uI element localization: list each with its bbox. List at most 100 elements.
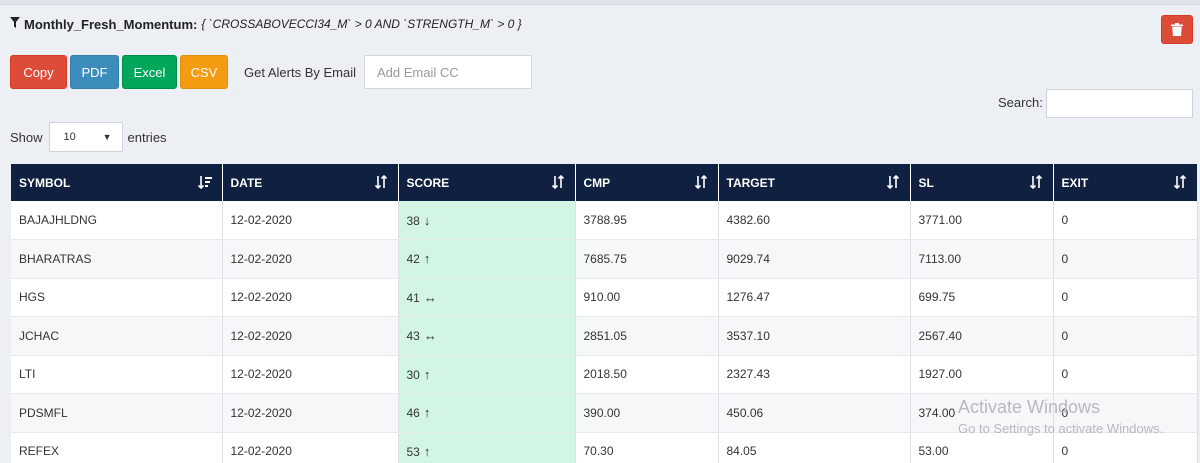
watermark-subtitle: Go to Settings to activate Windows. [958, 421, 1164, 436]
entries-select-value: 10 [63, 131, 76, 143]
trash-icon [1171, 23, 1183, 36]
cell-exit: 0 [1053, 201, 1198, 240]
cell-score: 38 ↓ [398, 201, 576, 240]
trend-arrow-icon: ↑ [423, 251, 431, 267]
cell-cmp: 2851.05 [575, 316, 719, 356]
results-table: SYMBOL DATE SCORE CMP TARGET SL EXIT BAJAJHLDN… [11, 164, 1198, 463]
column-header-score[interactable]: SCORE [398, 164, 576, 201]
cell-score: 43 ↔ [398, 316, 576, 356]
show-label: Show [10, 129, 43, 145]
column-header-label: SYMBOL [19, 175, 71, 190]
funnel-icon [10, 17, 20, 31]
cell-symbol: REFEX [11, 432, 223, 463]
delete-button[interactable] [1161, 15, 1193, 44]
column-header-label: SCORE [406, 175, 450, 190]
column-header-label: EXIT [1061, 175, 1089, 190]
pdf-button[interactable]: PDF [70, 55, 119, 89]
table-row: JCHAC 12-02-2020 43 ↔ 2851.05 3537.10 2567.40 0 [11, 316, 1198, 356]
cell-target: 9029.74 [718, 239, 911, 279]
column-header-symbol[interactable]: SYMBOL [11, 164, 223, 201]
search-label: Search: [998, 95, 1043, 110]
cell-symbol: BAJAJHLDNG [11, 201, 223, 240]
watermark-title: Activate Windows [958, 397, 1101, 417]
copy-button[interactable]: Copy [10, 55, 67, 89]
column-header-label: SL [918, 175, 934, 190]
screener-name: Monthly_Fresh_Momentum: [24, 16, 198, 32]
sort-icon [1029, 175, 1042, 189]
score-value: 53 [406, 444, 420, 459]
screener-title-row: Monthly_Fresh_Momentum: { `CROSSABOVECCI… [10, 14, 522, 34]
cell-score: 42 ↑ [398, 239, 576, 279]
trend-arrow-icon: ↔ [423, 289, 437, 305]
table-row: REFEX 12-02-2020 53 ↑ 70.30 84.05 53.00 0 [11, 432, 1198, 463]
csv-button[interactable]: CSV [180, 55, 228, 89]
score-value: 38 [406, 213, 420, 228]
trend-arrow-icon: ↓ [423, 212, 431, 228]
table-row: BAJAJHLDNG 12-02-2020 38 ↓ 3788.95 4382.60 377… [11, 201, 1198, 240]
cell-symbol: LTI [11, 355, 223, 394]
search-input[interactable] [1046, 89, 1193, 118]
cell-exit: 0 [1053, 239, 1198, 279]
sort-icon [374, 175, 387, 189]
column-header-exit[interactable]: EXIT [1053, 164, 1197, 201]
cell-target: 1276.47 [718, 278, 911, 317]
score-value: 41 [406, 290, 420, 305]
sorted-asc-icon [197, 176, 212, 189]
cell-date: 12-02-2020 [222, 239, 399, 279]
column-header-date[interactable]: DATE [222, 164, 399, 201]
cell-cmp: 7685.75 [575, 239, 719, 279]
cell-cmp: 3788.95 [575, 201, 719, 240]
cell-date: 12-02-2020 [222, 201, 399, 240]
cell-symbol: BHARATRAS [11, 239, 223, 279]
cell-target: 84.05 [718, 432, 911, 463]
cell-sl: 53.00 [910, 432, 1054, 463]
cell-score: 30 ↑ [398, 355, 576, 394]
cell-date: 12-02-2020 [222, 278, 399, 317]
cell-target: 450.06 [718, 393, 911, 433]
column-header-label: TARGET [726, 175, 775, 190]
table-row: BHARATRAS 12-02-2020 42 ↑ 7685.75 9029.74 7113… [11, 239, 1198, 279]
table-header-row: SYMBOL DATE SCORE CMP TARGET SL EXIT [11, 164, 1197, 201]
table-row: PDSMFL 12-02-2020 46 ↑ 390.00 450.06 374.00 0 [11, 393, 1198, 433]
trend-arrow-icon: ↑ [423, 405, 431, 421]
column-header-sl[interactable]: SL [910, 164, 1054, 201]
sort-icon [886, 175, 899, 189]
cell-exit: 0 [1053, 432, 1198, 463]
score-value: 43 [406, 329, 420, 344]
column-header-label: CMP [583, 175, 611, 190]
trend-arrow-icon: ↑ [423, 443, 431, 459]
cell-sl: 3771.00 [910, 201, 1054, 240]
sort-icon [1173, 175, 1187, 189]
entries-select[interactable]: 10 ▼ [48, 122, 123, 152]
cell-target: 4382.60 [718, 201, 911, 240]
cell-exit: 0 [1053, 278, 1198, 317]
cell-score: 53 ↑ [398, 432, 576, 463]
cell-score: 41 ↔ [398, 278, 576, 317]
cell-date: 12-02-2020 [222, 316, 399, 356]
cell-sl: 699.75 [910, 278, 1054, 317]
windows-activation-watermark: Activate Windows Go to Settings to activ… [958, 397, 1163, 436]
export-toolbar: Copy PDF Excel CSV Get Alerts By Email [10, 55, 532, 89]
cell-date: 12-02-2020 [222, 355, 399, 394]
top-border [0, 0, 1200, 5]
score-value: 30 [406, 367, 420, 382]
cell-cmp: 390.00 [575, 393, 719, 433]
cell-cmp: 2018.50 [575, 355, 719, 394]
excel-button[interactable]: Excel [122, 55, 177, 89]
page-length-control: Show 10 ▼ entries [10, 122, 167, 152]
cell-sl: 374.00 [910, 393, 1054, 433]
cell-cmp: 910.00 [575, 278, 719, 317]
cell-symbol: JCHAC [11, 316, 223, 356]
email-cc-input[interactable] [363, 55, 532, 89]
cell-sl: 2567.40 [910, 316, 1054, 356]
column-header-target[interactable]: TARGET [718, 164, 911, 201]
sort-icon [551, 175, 564, 189]
entries-label: entries [127, 129, 167, 145]
trend-arrow-icon: ↔ [423, 328, 437, 344]
score-value: 46 [406, 406, 420, 421]
cell-exit: 0 [1053, 393, 1198, 433]
table-row: LTI 12-02-2020 30 ↑ 2018.50 2327.43 1927.00 0 [11, 355, 1198, 394]
table-body: BAJAJHLDNG 12-02-2020 38 ↓ 3788.95 4382.60 377… [11, 201, 1198, 463]
column-header-cmp[interactable]: CMP [575, 164, 719, 201]
table-row: HGS 12-02-2020 41 ↔ 910.00 1276.47 699.75 0 [11, 278, 1198, 317]
